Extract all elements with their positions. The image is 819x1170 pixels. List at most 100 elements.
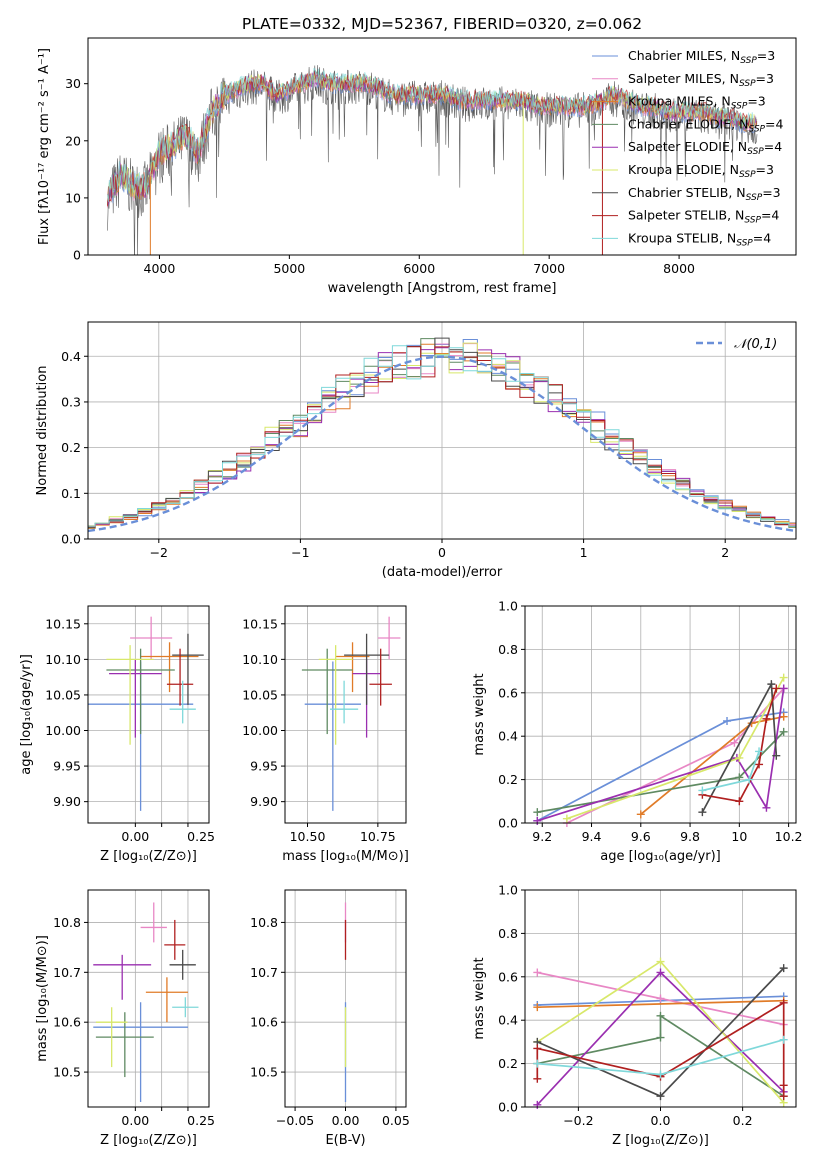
weight-marker [533, 1003, 542, 1012]
axes-frame [284, 605, 407, 824]
weight_vs_Z-panel: −0.2 0.0 0.2 0.0 0.2 0.4 0.6 0.8 1.0 Z [log₁₀(Z/Z… [472, 883, 797, 1148]
weight-marker [656, 1070, 665, 1079]
spectrum-line [107, 68, 758, 202]
y-tick-label: 0.4 [498, 1013, 518, 1028]
weight-marker [762, 714, 771, 723]
legend-label: Salpeter STELIB, NSSP=4 [628, 208, 779, 226]
legend-label: Kroupa STELIB, NSSP=4 [628, 230, 771, 248]
legend-label: Chabrier ELODIE, NSSP=4 [628, 116, 783, 134]
weight-marker [533, 816, 542, 825]
weight-marker [656, 1011, 665, 1020]
y-axis-label: Flux [fλ10⁻¹⁷ erg cm⁻² s⁻¹ A⁻¹] [37, 48, 52, 245]
x-tick-label: 10 [731, 829, 747, 844]
y-tick-label: 10.6 [53, 1015, 81, 1030]
x-tick-label: 10.2 [775, 829, 803, 844]
y-tick-label: 1.0 [498, 599, 518, 614]
weight-marker [772, 684, 781, 693]
y-tick-label: 10.8 [53, 915, 81, 930]
y-tick-label: 0.6 [498, 685, 518, 700]
x-tick-label: 0.00 [121, 829, 149, 844]
figure-title: PLATE=0332, MJD=52367, FIBERID=0320, z=0… [242, 15, 642, 33]
y-tick-label: 0.0 [498, 816, 518, 831]
weight-line [566, 687, 785, 824]
y-tick-label: 10.7 [53, 965, 81, 980]
weight-marker [533, 1074, 542, 1083]
y-tick-label: 0.0 [498, 1100, 518, 1115]
x-tick-label: 8000 [663, 261, 695, 276]
axes-frame [87, 37, 797, 256]
normal-pdf-curve [87, 355, 797, 533]
weight-marker [767, 680, 776, 689]
weight-marker [698, 786, 707, 795]
y-tick-label: 0.8 [498, 642, 518, 657]
x-tick-label: −0.05 [276, 1113, 314, 1128]
spectrum-panel: 4000 5000 6000 7000 8000 0 10 20 30 wavelength [A… [37, 37, 797, 296]
x-tick-label: 0.25 [187, 829, 215, 844]
y-tick-label: 10.00 [242, 723, 278, 738]
y-tick-label: 0.3 [61, 394, 81, 409]
y-tick-label: 9.90 [250, 794, 278, 809]
y-tick-label: 0.2 [498, 772, 518, 787]
weight-marker [779, 727, 788, 736]
x-axis-label: mass [log₁₀(M/M⊙)] [282, 849, 409, 864]
x-axis-label: age [log₁₀(age/yr)] [600, 849, 721, 864]
x-axis-label: E(B-V) [325, 1133, 365, 1148]
weight-marker [730, 738, 739, 747]
y-tick-label: 10.5 [53, 1065, 81, 1080]
x-tick-label: 9.8 [680, 829, 700, 844]
axes-frame [524, 605, 797, 824]
residuals-panel: −2 −1 0 1 2 0.0 0.1 0.2 0.3 0.4 (data-model)/error… [35, 321, 797, 580]
weight-marker [656, 994, 665, 1003]
y-tick-label: 0.6 [498, 969, 518, 984]
y-tick-label: 9.95 [250, 759, 278, 774]
y-axis-label: mass weight [472, 957, 487, 1039]
weight-marker [772, 751, 781, 760]
y-tick-label: 0.1 [61, 486, 81, 501]
weight-marker [562, 814, 571, 823]
age_vs_mass-panel: 10.50 10.75 9.90 9.95 10.00 10.05 10.10 10.15 ma… [242, 605, 409, 864]
y-tick-label: 0.2 [61, 440, 81, 455]
y-tick-label: 10.10 [242, 652, 278, 667]
weight-marker [755, 747, 764, 756]
mass_vs_ebv-panel: −0.05 0.00 0.05 10.5 10.6 10.7 10.8 E(B-V) [250, 889, 410, 1148]
x-tick-label: 9.2 [532, 829, 552, 844]
x-tick-label: 5000 [273, 261, 305, 276]
legend-label: Kroupa ELODIE, NSSP=3 [628, 162, 774, 180]
x-tick-label: 1 [580, 545, 588, 560]
weight-marker [735, 797, 744, 806]
weight_vs_age-panel: 9.2 9.4 9.6 9.8 10 10.2 0.0 0.2 0.4 0.6 0.8 1.0 age … [472, 599, 803, 865]
weight-marker [723, 717, 732, 726]
histogram-step [88, 345, 796, 527]
y-tick-label: 1.0 [498, 883, 518, 898]
x-tick-label: −0.2 [563, 1113, 593, 1128]
x-tick-label: 0.2 [733, 1113, 753, 1128]
x-tick-label: 9.4 [582, 829, 602, 844]
y-tick-label: 10.7 [250, 965, 278, 980]
legend-label: Chabrier STELIB, NSSP=3 [628, 185, 781, 203]
weight-marker [533, 808, 542, 817]
x-tick-label: 0.00 [121, 1113, 149, 1128]
y-tick-label: 0.4 [498, 729, 518, 744]
weight-marker [755, 760, 764, 769]
x-tick-label: 2 [721, 545, 729, 560]
weight-line [537, 1014, 785, 1097]
weight-marker [779, 1035, 788, 1044]
weight-marker [533, 968, 542, 977]
axes-frame [87, 605, 210, 824]
x-tick-label: 10.50 [290, 829, 326, 844]
y-tick-label: 10.05 [242, 687, 278, 702]
y-tick-label: 10.05 [45, 687, 81, 702]
x-tick-label: 0.25 [187, 1113, 215, 1128]
weight-marker [735, 753, 744, 762]
age_vs_Z-panel: 0.00 0.25 9.90 9.95 10.00 10.05 10.10 10.15 Z [l… [19, 605, 215, 864]
weight-marker [656, 968, 665, 977]
mass_vs_Z-panel: 0.00 0.25 10.5 10.6 10.7 10.8 Z [log₁₀(Z/Z⊙)] m… [35, 889, 215, 1148]
y-tick-label: 0.2 [498, 1056, 518, 1071]
legend-label: Salpeter MILES, NSSP=3 [628, 71, 774, 89]
x-tick-label: 0.0 [651, 1113, 671, 1128]
weight-marker [656, 957, 665, 966]
weight-marker [745, 775, 754, 784]
x-tick-label: 0.05 [382, 1113, 410, 1128]
x-tick-label: −1 [291, 545, 309, 560]
